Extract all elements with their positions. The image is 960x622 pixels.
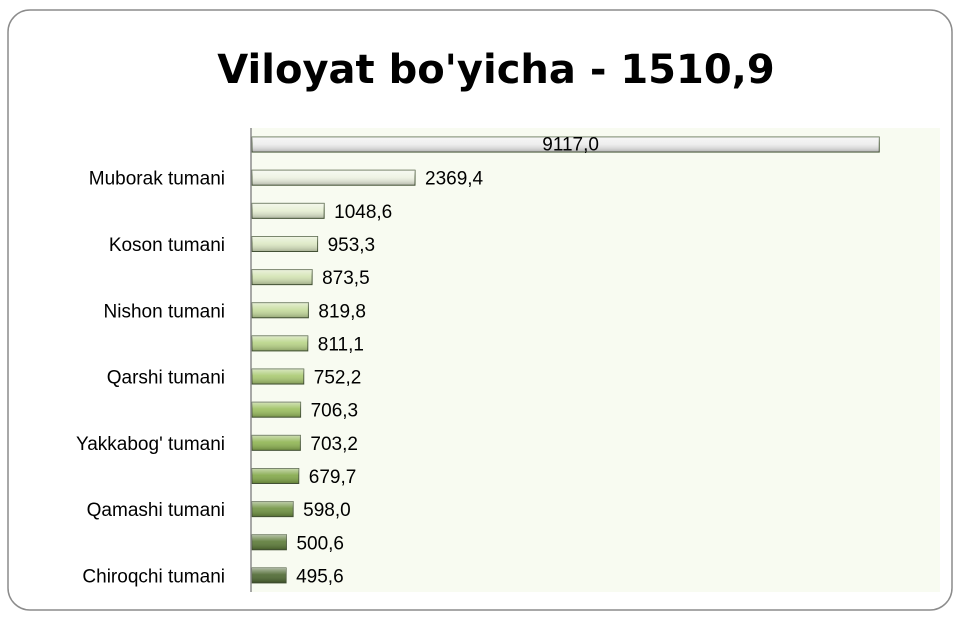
value-label: 2369,4 <box>425 169 484 190</box>
value-label: 706,3 <box>311 401 359 422</box>
bar-shade <box>252 302 309 318</box>
y-tick-label: Qamashi tumani <box>87 500 225 521</box>
value-label: 598,0 <box>303 500 351 521</box>
plot-area <box>251 128 940 592</box>
bar-shade <box>252 236 318 252</box>
value-label: 873,5 <box>322 268 370 289</box>
chart-title: Viloyat bo'yicha - 1510,9 <box>217 47 774 93</box>
bar-shade <box>252 203 325 219</box>
bar-shade <box>252 435 301 451</box>
value-label: 811,1 <box>318 334 364 355</box>
y-tick-label: Muborak tumani <box>89 169 225 190</box>
value-label: 500,6 <box>296 533 344 554</box>
bar-shade <box>252 369 304 385</box>
y-tick-label: Yakkabog' tumani <box>76 434 225 455</box>
bar-shade <box>252 534 287 550</box>
bar-shade <box>252 501 294 517</box>
bar-shade <box>252 567 287 583</box>
y-tick-label: Nishon tumani <box>104 301 225 322</box>
value-label: 495,6 <box>296 566 344 587</box>
value-label: 819,8 <box>318 301 366 322</box>
bar-shade <box>252 170 416 186</box>
value-label: 9117,0 <box>542 135 599 156</box>
bar-shade <box>252 335 308 351</box>
bar-shade <box>252 468 299 484</box>
y-tick-label: Koson tumani <box>109 235 225 256</box>
value-label: 679,7 <box>309 467 357 488</box>
value-label: 703,2 <box>310 434 358 455</box>
y-tick-label: Qarshi tumani <box>107 368 225 389</box>
value-label: 752,2 <box>314 368 362 389</box>
bars: 9117,0 2369,4 Muborak tumani 1048,6 953,3 Kos… <box>76 135 880 587</box>
bar-shade <box>252 269 313 285</box>
value-label: 1048,6 <box>334 202 392 223</box>
bar-shade <box>252 137 880 153</box>
y-tick-label: Chiroqchi tumani <box>82 566 225 587</box>
bar-shade <box>252 402 301 418</box>
value-label: 953,3 <box>328 235 376 256</box>
